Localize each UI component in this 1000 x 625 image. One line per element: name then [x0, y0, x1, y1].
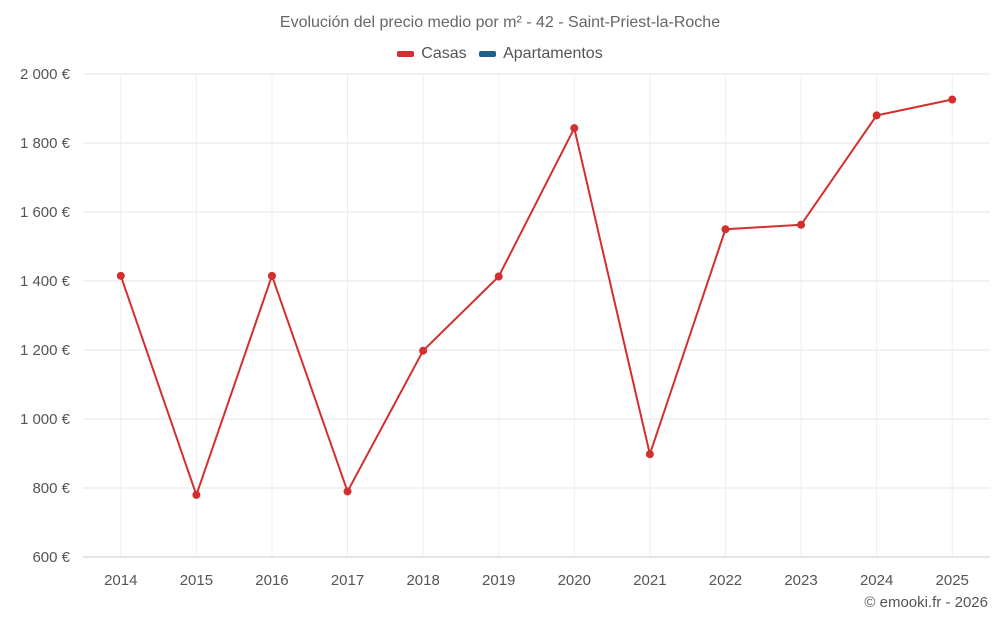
legend-item-casas[interactable]: Casas: [397, 45, 467, 63]
x-tick-label: 2021: [633, 572, 666, 589]
y-tick-label: 1 400 €: [20, 273, 71, 290]
legend-swatch-apartamentos: [479, 51, 497, 57]
x-tick-label: 2018: [406, 572, 439, 589]
y-tick-label: 1 800 €: [20, 135, 71, 152]
data-point: [797, 220, 806, 229]
chart-title: Evolución del precio medio por m² - 42 -…: [279, 14, 721, 31]
y-tick-label: 2 000 €: [20, 66, 71, 83]
x-tick-label: 2025: [936, 572, 969, 589]
credit-text: © emooki.fr - 2026: [864, 594, 988, 611]
data-point: [570, 124, 579, 133]
legend-label-apartamentos: Apartamentos: [503, 45, 603, 62]
data-point: [267, 271, 276, 280]
x-tick-label: 2017: [331, 572, 364, 589]
chart-legend: Casas Apartamentos: [0, 44, 1000, 63]
x-tick-label: 2022: [709, 572, 742, 589]
x-tick-label: 2014: [104, 572, 137, 589]
y-tick-label: 1 600 €: [20, 204, 71, 221]
data-point: [948, 95, 957, 104]
data-point: [192, 490, 201, 499]
x-tick-label: 2024: [860, 572, 893, 589]
data-point: [343, 487, 352, 496]
x-tick-label: 2020: [558, 572, 591, 589]
data-point: [419, 346, 428, 355]
y-tick-label: 1 200 €: [20, 342, 71, 359]
x-tick-label: 2023: [784, 572, 817, 589]
legend-label-casas: Casas: [421, 45, 467, 62]
data-point: [872, 111, 881, 120]
data-point: [645, 450, 654, 459]
series-line-casas: [119, 98, 953, 496]
data-point: [494, 272, 503, 281]
x-tick-label: 2015: [180, 572, 213, 589]
y-tick-label: 800 €: [32, 480, 70, 497]
y-tick-label: 600 €: [32, 549, 70, 566]
legend-swatch-casas: [397, 51, 415, 57]
y-tick-label: 1 000 €: [20, 411, 71, 428]
x-tick-label: 2019: [482, 572, 515, 589]
data-point: [721, 225, 730, 234]
legend-item-apartamentos[interactable]: Apartamentos: [479, 45, 603, 63]
data-point: [116, 271, 125, 280]
x-tick-label: 2016: [255, 572, 288, 589]
